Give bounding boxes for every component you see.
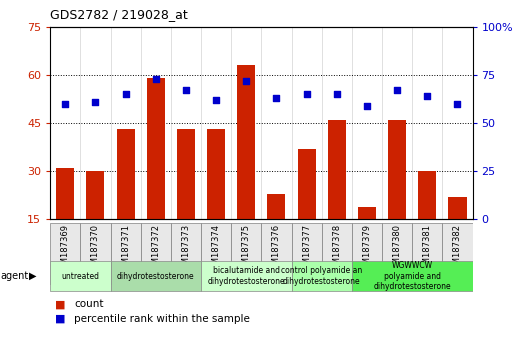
Text: WGWWCW
polyamide and
dihydrotestosterone: WGWWCW polyamide and dihydrotestosterone	[373, 261, 451, 291]
Bar	[171, 223, 201, 285]
Bar	[50, 223, 80, 285]
Bar	[298, 149, 316, 268]
Point	[182, 87, 190, 93]
Text: ■: ■	[55, 299, 66, 309]
Point	[393, 87, 401, 93]
Text: ■: ■	[55, 314, 66, 324]
Point	[61, 101, 70, 107]
Point	[121, 91, 130, 97]
Point	[272, 95, 281, 101]
Point	[212, 97, 220, 103]
Bar	[418, 171, 436, 268]
Point	[423, 93, 431, 99]
FancyBboxPatch shape	[110, 261, 201, 291]
Bar	[140, 223, 171, 285]
Bar	[291, 223, 322, 285]
Bar	[237, 65, 256, 268]
Bar	[442, 223, 473, 285]
Bar	[448, 197, 467, 268]
Bar	[261, 223, 291, 285]
Text: GSM187369: GSM187369	[61, 224, 70, 275]
Bar	[80, 223, 110, 285]
Point	[303, 91, 311, 97]
Bar	[328, 120, 346, 268]
Text: GSM187373: GSM187373	[182, 224, 191, 275]
Text: GSM187380: GSM187380	[393, 224, 402, 275]
Bar	[352, 223, 382, 285]
Text: GSM187378: GSM187378	[332, 224, 341, 275]
Text: untreated: untreated	[61, 272, 99, 281]
Text: GSM187376: GSM187376	[272, 224, 281, 275]
Bar	[201, 223, 231, 285]
Text: control polyamide an
dihydrotestosterone: control polyamide an dihydrotestosterone	[281, 267, 362, 286]
Text: GDS2782 / 219028_at: GDS2782 / 219028_at	[50, 8, 188, 21]
Bar	[382, 223, 412, 285]
Bar	[87, 171, 105, 268]
Point	[91, 99, 100, 105]
Bar	[177, 130, 195, 268]
Text: GSM187374: GSM187374	[212, 224, 221, 275]
Point	[242, 78, 250, 84]
FancyBboxPatch shape	[50, 261, 110, 291]
Text: agent: agent	[0, 271, 29, 281]
Text: GSM187371: GSM187371	[121, 224, 130, 275]
Text: percentile rank within the sample: percentile rank within the sample	[74, 314, 250, 324]
Bar	[147, 78, 165, 268]
Bar	[231, 223, 261, 285]
Bar	[110, 223, 140, 285]
Text: bicalutamide and
dihydrotestosterone: bicalutamide and dihydrotestosterone	[208, 267, 285, 286]
Point	[152, 76, 160, 81]
Bar	[358, 207, 376, 268]
FancyBboxPatch shape	[291, 261, 352, 291]
FancyBboxPatch shape	[352, 261, 473, 291]
Point	[333, 91, 341, 97]
Text: GSM187377: GSM187377	[302, 224, 311, 275]
Bar	[322, 223, 352, 285]
Bar	[207, 130, 225, 268]
Text: ▶: ▶	[29, 271, 36, 281]
Bar	[117, 130, 135, 268]
Bar	[56, 168, 74, 268]
Text: GSM187381: GSM187381	[423, 224, 432, 275]
Point	[363, 103, 371, 108]
Point	[453, 101, 461, 107]
Text: dihydrotestosterone: dihydrotestosterone	[117, 272, 195, 281]
Text: GSM187379: GSM187379	[362, 224, 372, 275]
Bar	[412, 223, 442, 285]
Bar	[267, 194, 286, 268]
Text: GSM187372: GSM187372	[151, 224, 161, 275]
Text: count: count	[74, 299, 103, 309]
Text: GSM187375: GSM187375	[242, 224, 251, 275]
FancyBboxPatch shape	[201, 261, 291, 291]
Text: GSM187370: GSM187370	[91, 224, 100, 275]
Bar	[388, 120, 406, 268]
Text: GSM187382: GSM187382	[453, 224, 462, 275]
